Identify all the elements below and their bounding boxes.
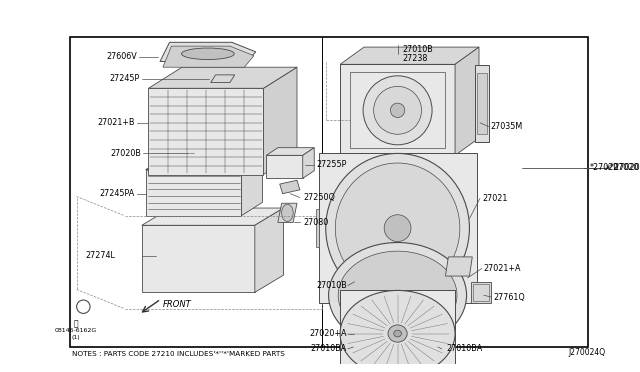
Circle shape [346,275,353,282]
Polygon shape [146,170,241,216]
Ellipse shape [390,103,404,118]
Circle shape [395,54,401,60]
Polygon shape [278,203,297,222]
Text: 27238: 27238 [403,54,428,63]
Ellipse shape [338,251,457,339]
Polygon shape [266,155,303,178]
Text: 08146-6162G: 08146-6162G [54,328,97,333]
Text: 27606V: 27606V [106,52,137,61]
Polygon shape [142,208,284,225]
Text: 27021+B: 27021+B [97,118,135,127]
Polygon shape [148,67,297,88]
Text: Ⓐ: Ⓐ [74,320,78,328]
Ellipse shape [363,76,432,145]
Polygon shape [163,46,254,67]
Ellipse shape [326,153,469,303]
Text: 27010B: 27010B [403,45,433,54]
Bar [349,72,445,148]
Text: FRONT: FRONT [163,300,191,309]
Polygon shape [455,47,479,155]
Text: (1): (1) [72,335,80,340]
Polygon shape [475,65,488,142]
Polygon shape [316,209,319,247]
Ellipse shape [282,204,293,221]
Text: 27245P: 27245P [109,74,140,83]
Polygon shape [255,208,284,292]
Text: NOTES : PARTS CODE 27210 INCLUDES'*''*'MARKED PARTS: NOTES : PARTS CODE 27210 INCLUDES'*''*'M… [72,350,285,356]
Ellipse shape [335,163,460,293]
Bar [340,64,455,155]
Polygon shape [280,180,300,194]
Text: 27020B: 27020B [110,149,141,158]
Polygon shape [211,75,235,83]
Text: 27021+A: 27021+A [484,264,522,273]
Bar [319,153,477,303]
Text: 27010BA: 27010BA [310,344,347,353]
Bar [473,284,488,301]
Polygon shape [160,42,256,61]
Circle shape [436,342,442,348]
Text: 27020+A: 27020+A [309,329,347,338]
Text: *27020: *27020 [590,163,620,172]
Ellipse shape [384,215,411,241]
Circle shape [351,277,358,285]
Polygon shape [241,156,262,216]
Bar [340,291,455,372]
Circle shape [346,174,353,181]
Circle shape [193,150,201,157]
Polygon shape [471,282,490,303]
Text: 27274L: 27274L [85,251,115,260]
Polygon shape [264,67,297,174]
Text: 27035M: 27035M [490,122,523,131]
Text: ✳ 27020: ✳ 27020 [605,163,640,172]
Polygon shape [340,47,479,64]
Ellipse shape [394,330,401,337]
Polygon shape [445,257,472,276]
Text: 27010BA: 27010BA [447,344,483,353]
Polygon shape [148,88,264,174]
Text: 27021: 27021 [482,194,508,203]
Ellipse shape [374,86,422,134]
Text: 27080: 27080 [304,218,329,227]
Ellipse shape [388,325,407,342]
Bar [70,36,588,347]
Polygon shape [142,225,255,292]
Polygon shape [146,156,262,170]
Circle shape [442,174,449,181]
Polygon shape [266,148,314,155]
Ellipse shape [328,243,467,348]
Text: J270024Q: J270024Q [568,347,605,356]
Bar [477,73,486,134]
Text: 27250Q: 27250Q [304,193,335,202]
Polygon shape [303,148,314,178]
Text: *27020: *27020 [611,163,639,172]
Circle shape [442,275,449,282]
Text: 27255P: 27255P [316,160,346,169]
Circle shape [351,342,357,348]
Ellipse shape [340,291,455,372]
Text: 27245PA: 27245PA [100,189,135,198]
Text: 27010B: 27010B [316,281,347,290]
Ellipse shape [182,48,234,60]
Text: 27761Q: 27761Q [493,293,525,302]
